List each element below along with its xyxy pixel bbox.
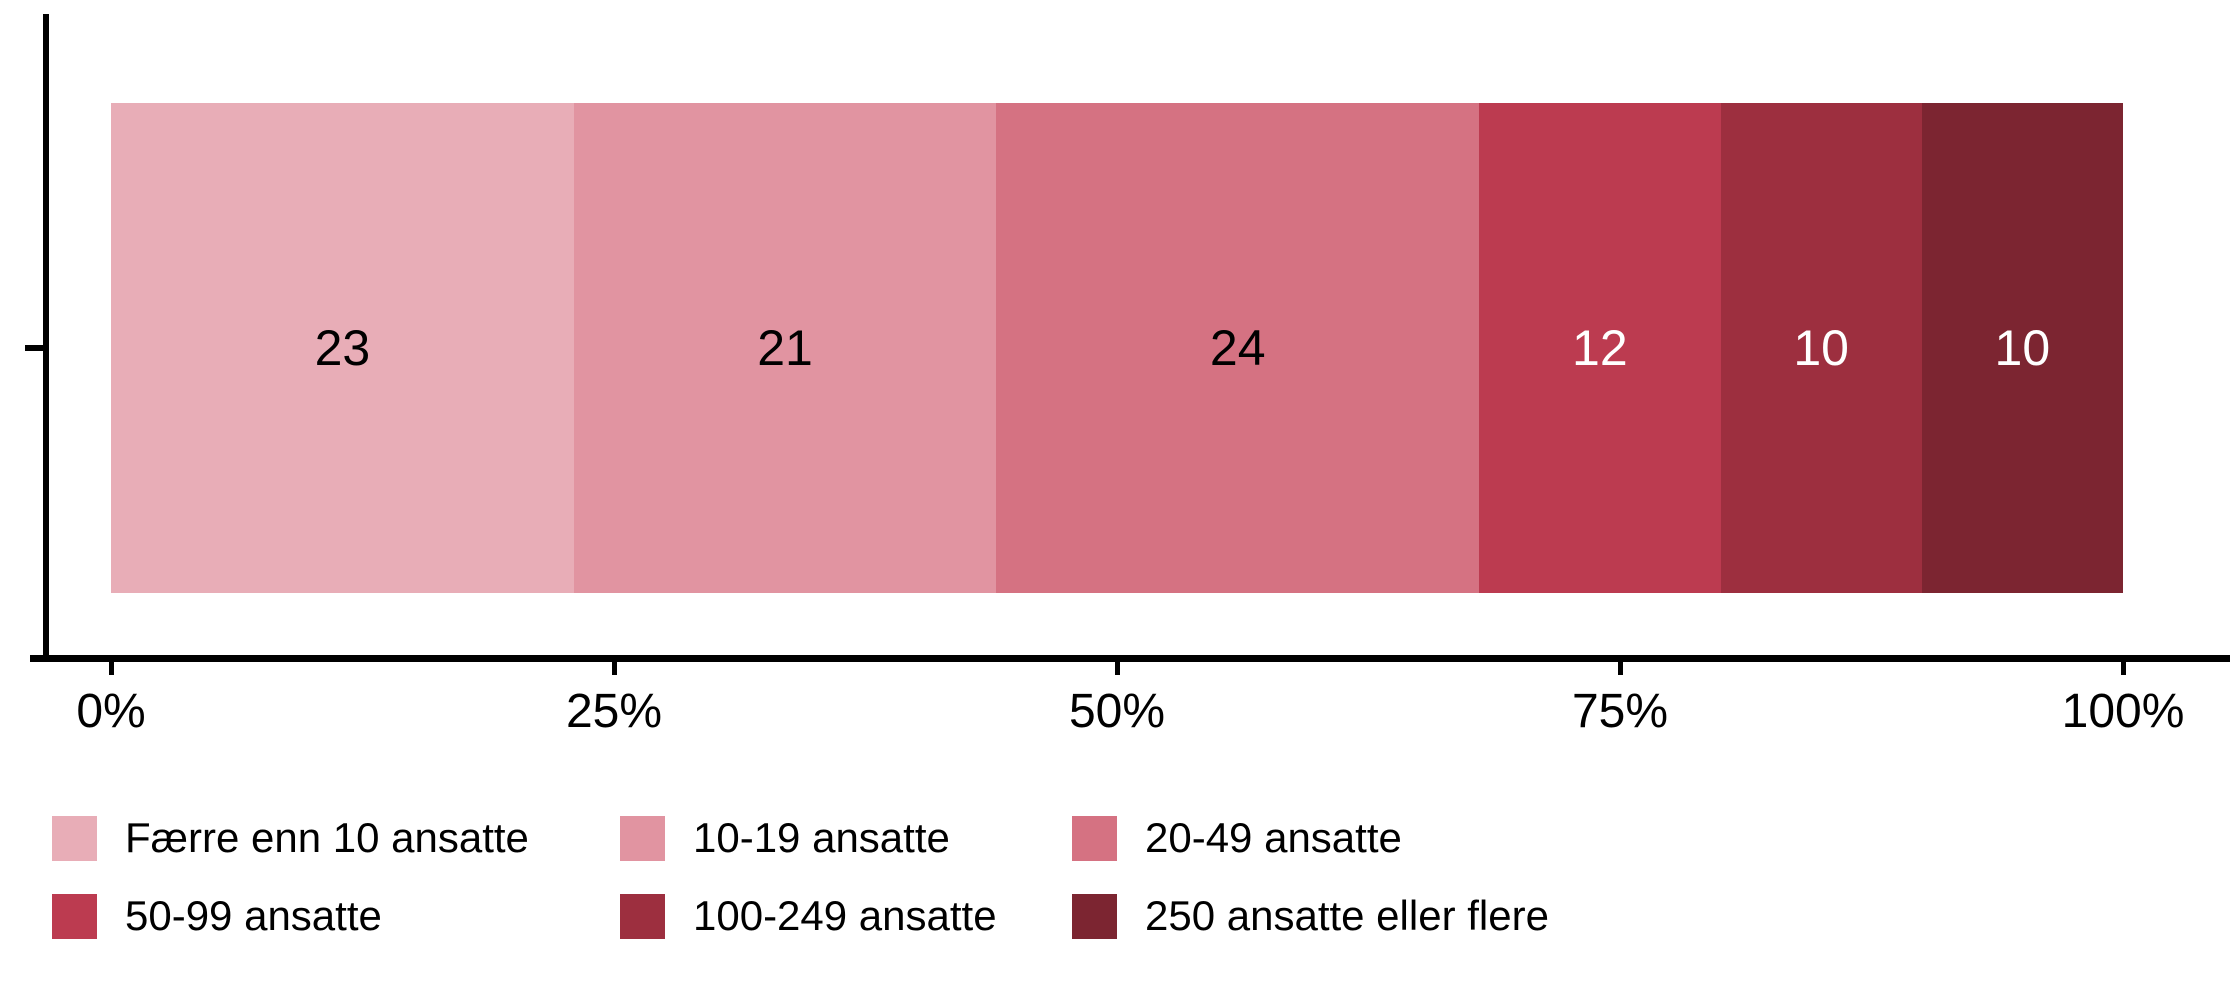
- legend-swatch: [1072, 893, 1117, 939]
- legend-label: 100-249 ansatte: [693, 892, 997, 939]
- segment-value-label: 21: [757, 320, 813, 376]
- segment-value-label: 10: [1793, 320, 1849, 376]
- legend-swatch: [52, 815, 97, 861]
- segment-value-label: 12: [1572, 320, 1628, 376]
- legend-item-3: 20-49 ansatte: [1072, 815, 1402, 861]
- stacked-bar: 23 21 24 12 10 10: [111, 103, 2123, 593]
- legend-item-6: 250 ansatte eller flere: [1072, 893, 1549, 939]
- bar-segment-5: 10: [1720, 103, 1922, 593]
- bar-segment-2: 21: [573, 103, 997, 593]
- x-tick-label: 100%: [2061, 685, 2185, 738]
- legend-item-2: 10-19 ansatte: [620, 815, 950, 861]
- legend-item-1: Færre enn 10 ansatte: [52, 815, 529, 861]
- x-tick-label: 0%: [76, 685, 146, 738]
- segment-value-label: 23: [314, 320, 371, 376]
- legend-swatch: [52, 893, 97, 939]
- x-tick-mark: [612, 662, 617, 675]
- x-tick-mark: [2121, 662, 2126, 675]
- legend-swatch: [620, 893, 665, 939]
- legend-swatch: [620, 815, 665, 861]
- legend-label: 50-99 ansatte: [125, 892, 382, 939]
- x-tick-label: 25%: [565, 685, 663, 738]
- x-tick-label: 50%: [1068, 685, 1166, 738]
- bar-segment-1: 23: [111, 103, 574, 593]
- legend-label: Færre enn 10 ansatte: [125, 814, 529, 861]
- x-tick-mark: [1618, 662, 1623, 675]
- x-axis-line: [30, 655, 2230, 662]
- bar-segment-3: 24: [996, 103, 1480, 593]
- bar-segment-4: 12: [1479, 103, 1721, 593]
- x-tick-label: 75%: [1571, 685, 1669, 738]
- x-tick-mark: [1115, 662, 1120, 675]
- legend-swatch: [1072, 815, 1117, 861]
- bar-segment-6: 10: [1921, 103, 2123, 593]
- legend-label: 250 ansatte eller flere: [1145, 892, 1549, 939]
- legend-label: 20-49 ansatte: [1145, 814, 1402, 861]
- x-tick-mark: [109, 662, 114, 675]
- legend-item-5: 100-249 ansatte: [620, 893, 997, 939]
- y-axis-line: [43, 14, 49, 662]
- segment-value-label: 24: [1209, 320, 1266, 376]
- segment-value-label: 10: [1994, 320, 2051, 376]
- legend-item-4: 50-99 ansatte: [52, 893, 382, 939]
- y-axis-tick: [25, 345, 43, 351]
- legend-label: 10-19 ansatte: [693, 814, 950, 861]
